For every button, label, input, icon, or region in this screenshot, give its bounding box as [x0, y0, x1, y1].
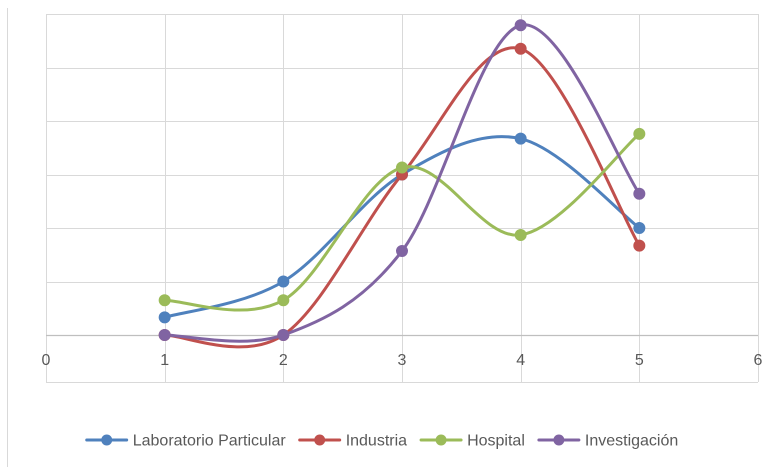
series-1-marker — [277, 275, 290, 288]
legend-marker-swatch — [435, 434, 447, 446]
x-tick-label: 3 — [398, 352, 407, 369]
legend-item: Industria — [298, 433, 407, 450]
legend-item: Laboratorio Particular — [85, 433, 287, 450]
series-2-marker — [514, 42, 527, 55]
legend-label: Investigación — [585, 433, 678, 450]
series-4-marker — [277, 329, 290, 341]
series-3-marker — [158, 294, 171, 307]
x-tick-label: 5 — [635, 352, 644, 369]
legend-label: Hospital — [467, 433, 525, 450]
series-3-marker — [277, 294, 290, 307]
series-3-marker — [514, 228, 527, 241]
x-tick-label: 0 — [42, 352, 51, 369]
legend-marker-swatch — [314, 434, 326, 446]
series-1-marker — [633, 222, 646, 234]
series-3-marker — [633, 127, 646, 140]
series-line-4 — [163, 23, 641, 343]
series-4-marker — [633, 187, 646, 200]
legend-marker-swatch — [101, 434, 113, 446]
legend-marker-swatch — [553, 434, 565, 446]
x-tick-label: 6 — [754, 352, 763, 369]
legend-label: Laboratorio Particular — [133, 433, 287, 450]
series-3-marker — [396, 161, 408, 174]
series-line-2 — [163, 46, 641, 349]
x-tick-label: 2 — [279, 352, 288, 369]
x-tick-label: 4 — [516, 352, 525, 369]
series-4-marker — [514, 19, 527, 32]
series-1-marker — [514, 132, 527, 145]
legend-label: Industria — [346, 433, 407, 450]
series-2-marker — [633, 239, 646, 252]
series-4-marker — [396, 245, 408, 258]
legend-item: Hospital — [419, 433, 525, 450]
series-4-marker — [158, 329, 171, 341]
series-1-marker — [158, 311, 171, 324]
x-tick-label: 1 — [160, 352, 169, 369]
legend-item: Investigación — [537, 433, 678, 450]
